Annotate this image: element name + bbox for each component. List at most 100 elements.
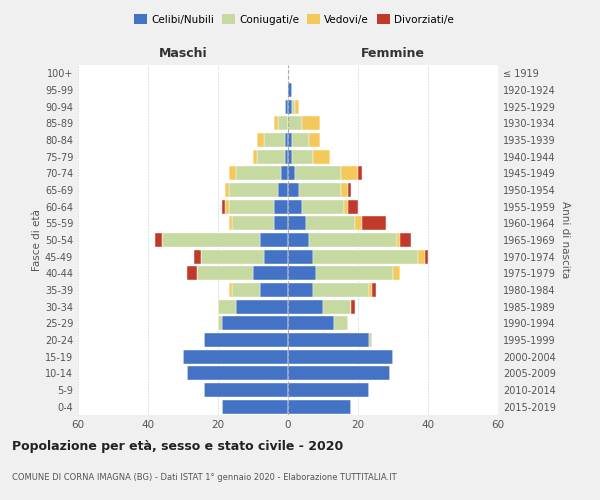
Bar (341, 166, 358, 180)
Bar (257, 133, 263, 147)
Bar (284, 133, 288, 147)
Bar (162, 233, 260, 247)
Bar (235, 166, 281, 180)
Bar (274, 116, 277, 130)
Bar (372, 283, 376, 297)
Bar (288, 300, 323, 314)
Bar (229, 166, 235, 180)
Bar (274, 216, 288, 230)
Bar (358, 166, 361, 180)
Bar (313, 283, 368, 297)
Bar (344, 200, 347, 214)
Bar (393, 266, 400, 280)
Text: Maschi: Maschi (158, 47, 208, 60)
Bar (295, 166, 341, 180)
Bar (288, 150, 292, 164)
Bar (305, 216, 355, 230)
Bar (260, 233, 288, 247)
Bar (288, 316, 334, 330)
Bar (288, 100, 292, 114)
Bar (284, 150, 288, 164)
Bar (218, 316, 221, 330)
Bar (288, 116, 302, 130)
Bar (235, 300, 288, 314)
Bar (187, 366, 288, 380)
Bar (288, 200, 302, 214)
Bar (288, 250, 313, 264)
Y-axis label: Fasce di età: Fasce di età (32, 209, 42, 271)
Bar (288, 233, 309, 247)
Bar (323, 300, 351, 314)
Bar (347, 200, 358, 214)
Bar (288, 366, 389, 380)
Bar (288, 383, 368, 397)
Bar (204, 333, 288, 347)
Bar (302, 116, 320, 130)
Bar (334, 316, 347, 330)
Bar (229, 283, 232, 297)
Bar (302, 200, 344, 214)
Bar (187, 266, 197, 280)
Bar (277, 116, 288, 130)
Bar (418, 250, 425, 264)
Bar (221, 400, 288, 414)
Bar (183, 350, 288, 364)
Bar (288, 216, 305, 230)
Bar (281, 166, 288, 180)
Bar (288, 266, 316, 280)
Bar (292, 100, 295, 114)
Bar (221, 316, 288, 330)
Bar (225, 200, 229, 214)
Bar (218, 300, 235, 314)
Bar (292, 133, 309, 147)
Bar (288, 333, 368, 347)
Bar (299, 183, 341, 197)
Bar (274, 200, 288, 214)
Y-axis label: Anni di nascita: Anni di nascita (560, 202, 569, 278)
Bar (260, 283, 288, 297)
Bar (288, 283, 313, 297)
Bar (200, 250, 263, 264)
Bar (229, 183, 277, 197)
Bar (292, 150, 313, 164)
Bar (204, 383, 288, 397)
Bar (193, 250, 200, 264)
Bar (288, 400, 351, 414)
Bar (288, 133, 292, 147)
Text: Femmine: Femmine (361, 47, 425, 60)
Bar (263, 250, 288, 264)
Bar (341, 183, 347, 197)
Bar (155, 233, 162, 247)
Bar (232, 216, 274, 230)
Text: Popolazione per età, sesso e stato civile - 2020: Popolazione per età, sesso e stato civil… (12, 440, 343, 453)
Legend: Celibi/Nubili, Coniugati/e, Vedovi/e, Divorziati/e: Celibi/Nubili, Coniugati/e, Vedovi/e, Di… (130, 10, 458, 29)
Bar (229, 216, 232, 230)
Bar (288, 83, 292, 97)
Bar (361, 216, 386, 230)
Bar (225, 183, 229, 197)
Bar (400, 233, 410, 247)
Bar (309, 233, 397, 247)
Bar (347, 183, 351, 197)
Bar (277, 183, 288, 197)
Bar (288, 183, 299, 197)
Bar (295, 100, 299, 114)
Bar (197, 266, 253, 280)
Bar (229, 200, 274, 214)
Bar (425, 250, 428, 264)
Bar (253, 266, 288, 280)
Bar (263, 133, 284, 147)
Bar (257, 150, 284, 164)
Bar (313, 250, 418, 264)
Bar (313, 150, 330, 164)
Bar (288, 350, 393, 364)
Bar (355, 216, 361, 230)
Bar (221, 200, 225, 214)
Bar (368, 333, 372, 347)
Bar (368, 283, 372, 297)
Bar (397, 233, 400, 247)
Bar (288, 166, 295, 180)
Bar (284, 100, 288, 114)
Bar (316, 266, 393, 280)
Bar (232, 283, 260, 297)
